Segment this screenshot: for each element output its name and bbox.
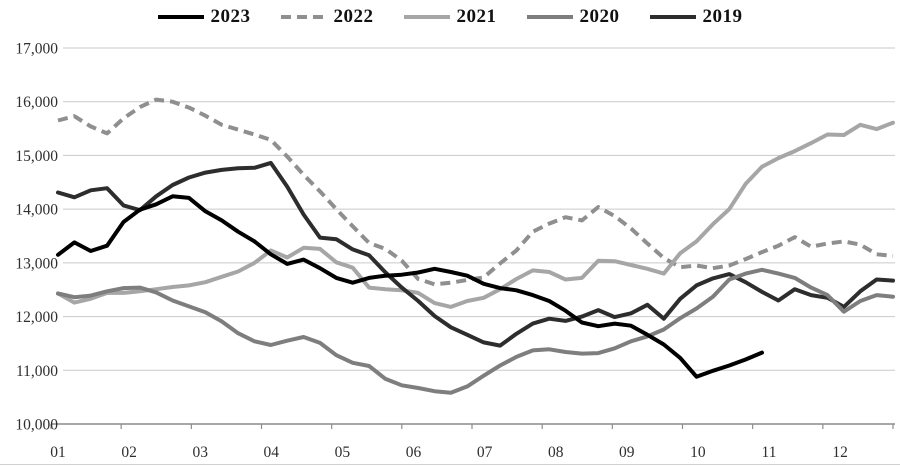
y-axis-tick-label: 16,000 xyxy=(15,94,58,111)
legend-label: 2023 xyxy=(210,6,251,27)
chart-legend: 2023 2022 2021 2020 2019 xyxy=(0,6,900,28)
series-line-2022 xyxy=(57,97,894,287)
legend-swatch-2022-dashed-line xyxy=(280,15,327,19)
y-axis-tick-label: 10,000 xyxy=(15,417,58,434)
x-axis-tick-label: 02 xyxy=(121,444,137,461)
legend-item-2022: 2022 xyxy=(280,6,374,28)
x-axis-tick-label: 10 xyxy=(690,444,706,461)
x-axis-tick-label: 11 xyxy=(762,444,777,461)
y-axis-tick-label: 17,000 xyxy=(15,41,58,58)
legend-item-2019: 2019 xyxy=(649,6,743,28)
x-axis-tick-label: 12 xyxy=(832,444,848,461)
x-axis-tick-label: 01 xyxy=(50,444,66,461)
y-axis-tick-label: 14,000 xyxy=(15,202,58,219)
x-axis-tick-label: 03 xyxy=(192,444,208,461)
x-axis-tick-label: 09 xyxy=(619,444,635,461)
y-axis-tick-label: 15,000 xyxy=(15,148,58,165)
x-axis-tick-label: 04 xyxy=(264,444,280,461)
series-line-2019 xyxy=(56,160,895,348)
x-axis-tick-label: 07 xyxy=(477,444,493,461)
x-axis-tick-label: 06 xyxy=(406,444,422,461)
series-line-2021 xyxy=(56,120,895,309)
legend-swatch-2020-line xyxy=(526,15,573,19)
series-line-2023 xyxy=(56,194,764,379)
legend-label: 2020 xyxy=(579,6,620,27)
y-axis-tick-label: 13,000 xyxy=(15,255,58,272)
legend-swatch-2021-line xyxy=(403,15,450,19)
legend-item-2023: 2023 xyxy=(157,6,251,28)
x-axis-tick-label: 05 xyxy=(335,444,351,461)
legend-swatch-2019-line xyxy=(649,15,696,19)
y-axis-tick-label: 12,000 xyxy=(15,309,58,326)
series-line-2020 xyxy=(56,267,895,395)
legend-label: 2022 xyxy=(333,6,374,27)
legend-item-2020: 2020 xyxy=(526,6,620,28)
x-axis-tick-label: 08 xyxy=(548,444,564,461)
legend-item-2021: 2021 xyxy=(403,6,497,28)
y-axis-tick-label: 11,000 xyxy=(16,363,58,380)
legend-swatch-2023-line xyxy=(157,15,204,19)
legend-label: 2021 xyxy=(456,6,497,27)
chart-bottom-border xyxy=(0,464,900,465)
legend-label: 2019 xyxy=(702,6,743,27)
